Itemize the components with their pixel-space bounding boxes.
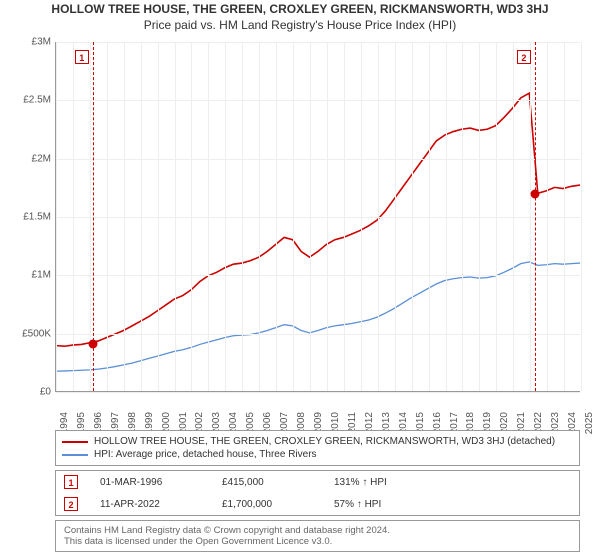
transaction-price-1: £415,000: [222, 477, 312, 488]
gridline-v: [208, 42, 209, 391]
gridline-v: [496, 42, 497, 391]
gridline-v: [412, 42, 413, 391]
attribution-box: Contains HM Land Registry data © Crown c…: [55, 520, 580, 552]
gridline-h: [56, 392, 580, 393]
legend-swatch-1: [62, 441, 88, 443]
gridline-v: [564, 42, 565, 391]
gridline-v: [530, 42, 531, 391]
gridline-v: [361, 42, 362, 391]
gridline-v: [276, 42, 277, 391]
gridline-v: [344, 42, 345, 391]
marker-badge: 1: [75, 50, 89, 64]
gridline-v: [175, 42, 176, 391]
legend-item-1: HOLLOW TREE HOUSE, THE GREEN, CROXLEY GR…: [62, 435, 573, 448]
transaction-badge-1: 1: [64, 475, 78, 489]
marker-dot: [88, 339, 97, 348]
title-block: HOLLOW TREE HOUSE, THE GREEN, CROXLEY GR…: [0, 0, 600, 34]
ytick-label: £0: [6, 387, 51, 398]
gridline-v: [378, 42, 379, 391]
page-root: HOLLOW TREE HOUSE, THE GREEN, CROXLEY GR…: [0, 0, 600, 560]
marker-line: [535, 42, 536, 391]
gridline-v: [479, 42, 480, 391]
title-main: HOLLOW TREE HOUSE, THE GREEN, CROXLEY GR…: [0, 2, 600, 16]
transaction-hpi-2: 57% ↑ HPI: [334, 499, 381, 510]
gridline-v: [242, 42, 243, 391]
gridline-v: [310, 42, 311, 391]
transaction-price-2: £1,700,000: [222, 499, 312, 510]
gridline-v: [293, 42, 294, 391]
gridline-v: [124, 42, 125, 391]
gridline-v: [327, 42, 328, 391]
chart-plot-area: £0£500K£1M£1.5M£2M£2.5M£3M19941995199619…: [55, 42, 580, 392]
table-row: 2 11-APR-2022 £1,700,000 57% ↑ HPI: [56, 493, 579, 515]
legend-box: HOLLOW TREE HOUSE, THE GREEN, CROXLEY GR…: [55, 430, 580, 466]
gridline-v: [513, 42, 514, 391]
gridline-v: [225, 42, 226, 391]
series-line-2: [56, 262, 580, 371]
gridline-v: [259, 42, 260, 391]
gridline-h: [56, 159, 580, 160]
ytick-label: £1.5M: [6, 212, 51, 223]
transaction-date-1: 01-MAR-1996: [100, 477, 200, 488]
gridline-v: [73, 42, 74, 391]
marker-badge: 2: [517, 50, 531, 64]
gridline-h: [56, 275, 580, 276]
legend-label-1: HOLLOW TREE HOUSE, THE GREEN, CROXLEY GR…: [94, 436, 555, 447]
attribution-line-2: This data is licensed under the Open Gov…: [64, 536, 571, 547]
gridline-v: [462, 42, 463, 391]
gridline-v: [581, 42, 582, 391]
gridline-v: [446, 42, 447, 391]
transactions-table: 1 01-MAR-1996 £415,000 131% ↑ HPI 2 11-A…: [55, 470, 580, 516]
ytick-label: £2.5M: [6, 95, 51, 106]
gridline-h: [56, 217, 580, 218]
transaction-date-2: 11-APR-2022: [100, 499, 200, 510]
table-row: 1 01-MAR-1996 £415,000 131% ↑ HPI: [56, 471, 579, 493]
transaction-hpi-1: 131% ↑ HPI: [334, 477, 387, 488]
ytick-label: £2M: [6, 153, 51, 164]
gridline-h: [56, 334, 580, 335]
ytick-label: £3M: [6, 37, 51, 48]
gridline-v: [191, 42, 192, 391]
legend-label-2: HPI: Average price, detached house, Thre…: [94, 449, 317, 460]
gridline-v: [429, 42, 430, 391]
transaction-badge-2: 2: [64, 497, 78, 511]
series-line-1: [56, 93, 580, 346]
legend-item-2: HPI: Average price, detached house, Thre…: [62, 448, 573, 461]
gridline-v: [395, 42, 396, 391]
gridline-v: [141, 42, 142, 391]
ytick-label: £500K: [6, 328, 51, 339]
ytick-label: £1M: [6, 270, 51, 281]
gridline-v: [107, 42, 108, 391]
xtick-label: 2025: [584, 412, 595, 434]
marker-dot: [530, 189, 539, 198]
attribution-line-1: Contains HM Land Registry data © Crown c…: [64, 525, 571, 536]
gridline-v: [158, 42, 159, 391]
gridline-v: [56, 42, 57, 391]
gridline-v: [547, 42, 548, 391]
legend-swatch-2: [62, 454, 88, 456]
gridline-h: [56, 42, 580, 43]
gridline-h: [56, 100, 580, 101]
title-sub: Price paid vs. HM Land Registry's House …: [0, 16, 600, 32]
